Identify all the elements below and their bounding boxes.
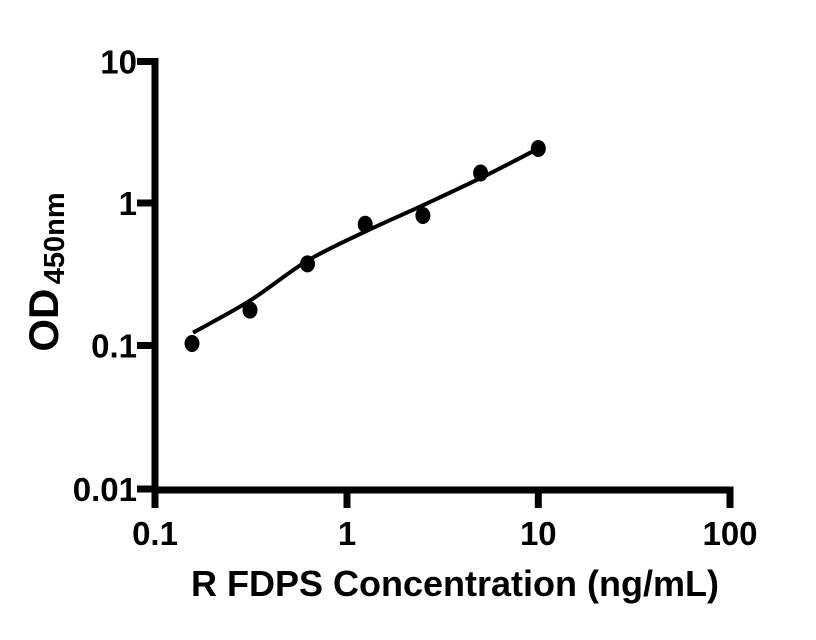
x-tick-label-10: 10 [520,515,557,552]
svg-text:OD 450nm: OD 450nm [20,192,71,351]
x-tick-label-0-1: 0.1 [132,515,178,552]
data-point [473,164,489,182]
y-axis-title-main: OD [20,289,67,352]
data-point [242,301,258,319]
data-point [415,207,431,224]
data-point [300,255,315,273]
data-point [184,335,200,352]
x-tick-label-100: 100 [702,515,757,552]
data-points-layer [184,140,546,352]
y-axis-title-subscript: 450nm [39,192,71,284]
x-tick-label-1: 1 [338,515,356,552]
y-axis [137,58,159,508]
y-tick-label-0-1: 0.1 [91,328,137,365]
data-point [530,140,546,157]
x-axis [151,486,734,508]
x-axis-title: R FDPS Concentration (ng/mL) [191,563,719,604]
y-tick-label-0-01: 0.01 [73,471,137,508]
y-tick-label-1: 1 [119,185,137,222]
y-axis-title: OD 450nm [20,192,71,351]
data-point [357,215,373,233]
y-tick-label-10: 10 [100,44,137,81]
